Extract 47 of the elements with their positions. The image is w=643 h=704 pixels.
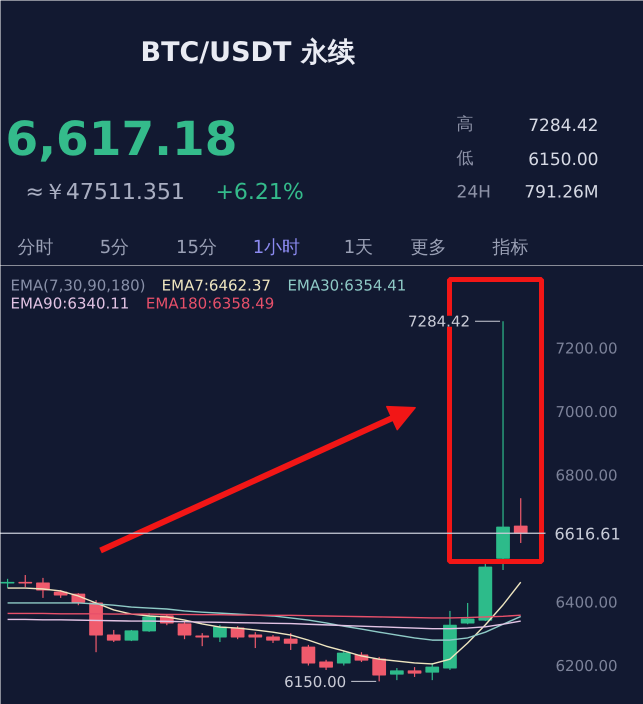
- text: 791.26M: [524, 182, 599, 202]
- text: 高: [456, 114, 474, 134]
- text: 更多: [410, 237, 446, 258]
- text: +6.21%: [216, 180, 304, 205]
- text: 分时: [18, 237, 54, 258]
- text: 1天: [344, 237, 374, 258]
- y-tick-label: 6400.00: [556, 594, 618, 612]
- text: 24H: [456, 182, 491, 202]
- candlestick: [302, 644, 316, 666]
- candlestick: [336, 650, 351, 666]
- candlestick: [178, 621, 192, 640]
- text: EMA7:6462.37: [162, 276, 271, 294]
- text: 6616.61: [554, 524, 621, 544]
- text: 5分: [100, 237, 130, 258]
- text: 6,617.18: [6, 112, 238, 167]
- candlestick: [460, 602, 475, 625]
- y-tick-label: 6800.00: [556, 466, 618, 485]
- candlestick: [425, 662, 440, 681]
- text: 15分: [176, 237, 217, 258]
- y-tick-label: 7000.00: [556, 403, 618, 422]
- candlestick: [106, 629, 121, 643]
- candlestick: [213, 624, 227, 643]
- candlestick: [195, 632, 210, 647]
- y-tick-label: 7200.00: [556, 340, 618, 358]
- candlestick: [284, 632, 298, 651]
- text: EMA90:6340.11: [10, 294, 130, 312]
- text: 6150.00: [528, 150, 599, 170]
- legend-title: EMA(7,30,90,180): [10, 276, 146, 294]
- candlestick: [18, 574, 32, 588]
- annotation: 7284.42: [408, 312, 470, 331]
- candlestick: [230, 626, 244, 640]
- text: 低: [456, 148, 474, 168]
- candlestick: [124, 629, 138, 642]
- candlestick: [390, 667, 404, 681]
- candlestick: [408, 666, 422, 678]
- candlestick: [319, 659, 333, 671]
- candlestick: [372, 656, 386, 682]
- text: 指标: [492, 237, 528, 258]
- text: ≈￥47511.351: [26, 180, 185, 205]
- text: 1小时: [252, 237, 300, 258]
- text: EMA180:6358.49: [146, 294, 274, 312]
- text: EMA30:6354.41: [287, 276, 406, 294]
- y-tick-label: 6200.00: [556, 657, 618, 676]
- candlestick: [248, 632, 262, 649]
- chart-title: BTC/USDT 永续: [140, 37, 355, 68]
- text: 7284.42: [528, 116, 599, 136]
- annotation: 6150.00: [284, 672, 346, 691]
